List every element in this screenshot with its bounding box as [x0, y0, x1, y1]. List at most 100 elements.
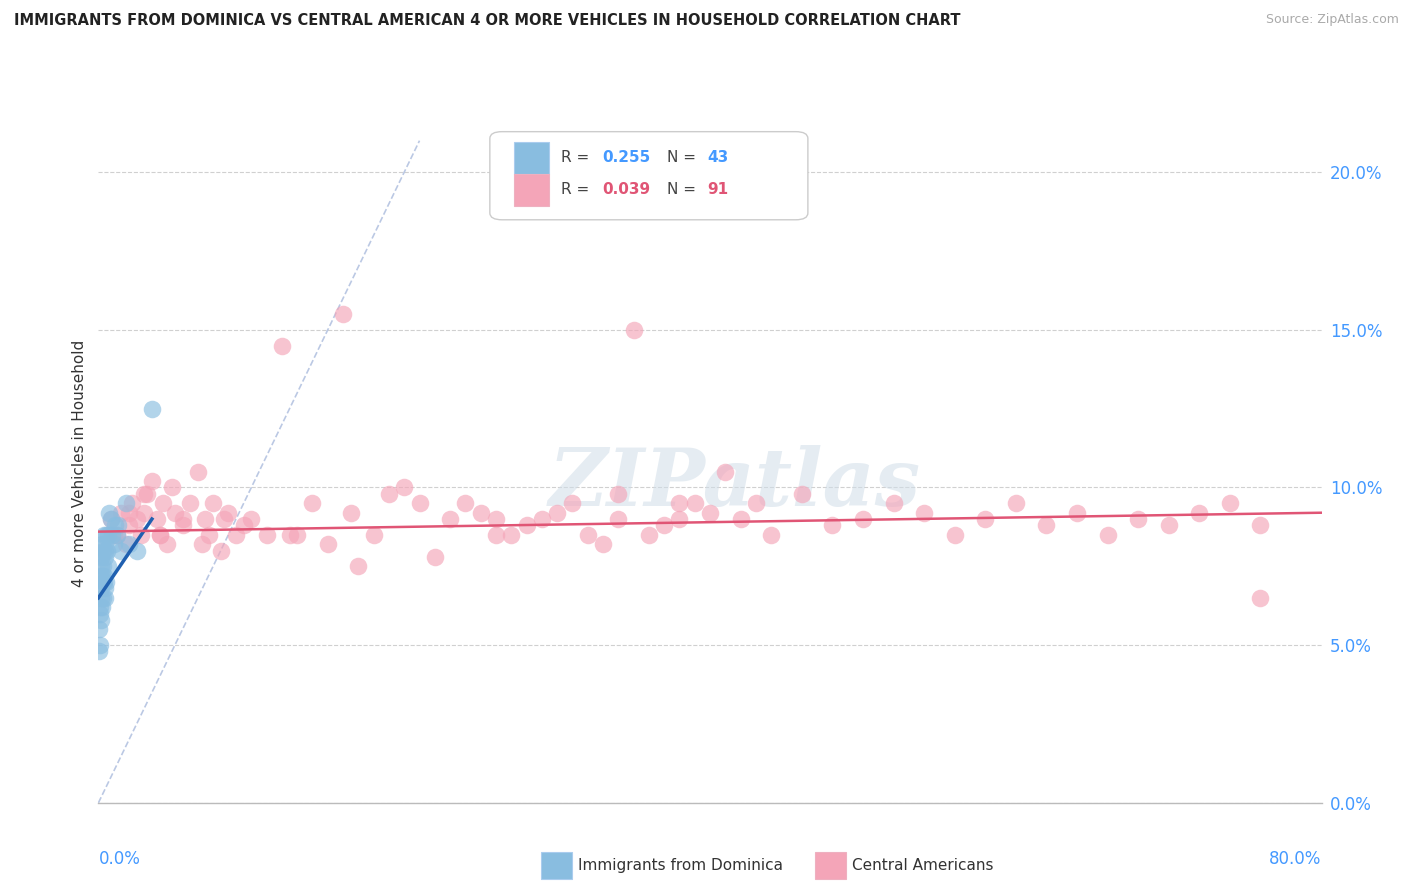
Point — [93, 568, 115, 582]
Point — [852, 512, 875, 526]
Point — [316, 537, 339, 551]
Point — [232, 518, 254, 533]
Point — [103, 528, 125, 542]
Point — [217, 506, 239, 520]
Point — [89, 638, 111, 652]
Point — [89, 568, 111, 582]
Point — [683, 496, 706, 510]
Point — [714, 465, 737, 479]
Point — [745, 496, 768, 510]
Point — [110, 506, 132, 520]
Point — [454, 496, 477, 510]
Point — [439, 512, 461, 526]
Point — [115, 496, 138, 510]
Point — [141, 474, 163, 488]
Point — [89, 623, 111, 637]
Point — [485, 512, 508, 526]
Point — [943, 528, 966, 542]
Point — [332, 307, 354, 321]
Point — [1157, 518, 1180, 533]
Point — [93, 575, 115, 590]
Point — [90, 582, 112, 596]
Point — [101, 528, 124, 542]
Text: Central Americans: Central Americans — [852, 858, 994, 872]
Point — [761, 528, 783, 542]
FancyBboxPatch shape — [489, 132, 808, 219]
Point — [129, 528, 152, 542]
Point — [145, 512, 167, 526]
Point — [100, 512, 122, 526]
Point — [347, 559, 370, 574]
Text: N =: N = — [668, 182, 702, 197]
Text: 80.0%: 80.0% — [1270, 850, 1322, 868]
Point — [160, 481, 183, 495]
Text: 0.039: 0.039 — [602, 182, 651, 197]
Point — [94, 591, 117, 605]
Point — [1004, 496, 1026, 510]
FancyBboxPatch shape — [515, 174, 548, 206]
Point — [912, 506, 935, 520]
Point — [172, 512, 194, 526]
Point — [408, 496, 430, 510]
Point — [96, 543, 118, 558]
Point — [118, 506, 141, 520]
Point — [91, 559, 114, 574]
Point — [240, 512, 263, 526]
Point — [668, 512, 690, 526]
Point — [149, 528, 172, 542]
Point — [90, 549, 112, 564]
Point — [115, 537, 138, 551]
Point — [699, 506, 721, 520]
Point — [94, 528, 117, 542]
Point — [91, 575, 114, 590]
Point — [91, 591, 114, 605]
Point — [141, 401, 163, 416]
Point — [530, 512, 553, 526]
Point — [90, 591, 112, 605]
Point — [790, 487, 813, 501]
Point — [516, 518, 538, 533]
Text: ZIPatlas: ZIPatlas — [548, 445, 921, 523]
Point — [1219, 496, 1241, 510]
Point — [1188, 506, 1211, 520]
Point — [125, 543, 148, 558]
Point — [637, 528, 661, 542]
Point — [94, 543, 117, 558]
Point — [1035, 518, 1057, 533]
Point — [90, 559, 112, 574]
Point — [821, 518, 844, 533]
Point — [191, 537, 214, 551]
Text: 0.255: 0.255 — [602, 150, 651, 165]
Text: N =: N = — [668, 150, 702, 165]
Point — [110, 543, 132, 558]
Point — [546, 506, 568, 520]
Point — [339, 506, 361, 520]
Point — [270, 338, 294, 352]
Point — [423, 549, 446, 564]
Point — [94, 575, 117, 590]
Point — [89, 600, 111, 615]
Text: R =: R = — [561, 182, 593, 197]
Point — [107, 518, 129, 533]
Point — [485, 528, 508, 542]
Point — [100, 512, 122, 526]
Point — [118, 537, 141, 551]
Point — [93, 582, 115, 596]
Point — [607, 512, 630, 526]
Point — [103, 537, 125, 551]
Point — [652, 518, 675, 533]
Point — [1250, 591, 1272, 605]
Point — [97, 528, 120, 542]
Point — [501, 528, 523, 542]
Point — [561, 496, 583, 510]
Point — [1097, 528, 1119, 542]
Point — [91, 568, 114, 582]
Point — [156, 537, 179, 551]
Point — [91, 537, 114, 551]
Point — [301, 496, 323, 510]
Text: R =: R = — [561, 150, 593, 165]
Point — [187, 465, 209, 479]
Point — [94, 549, 117, 564]
Point — [98, 506, 121, 520]
Point — [104, 518, 127, 533]
